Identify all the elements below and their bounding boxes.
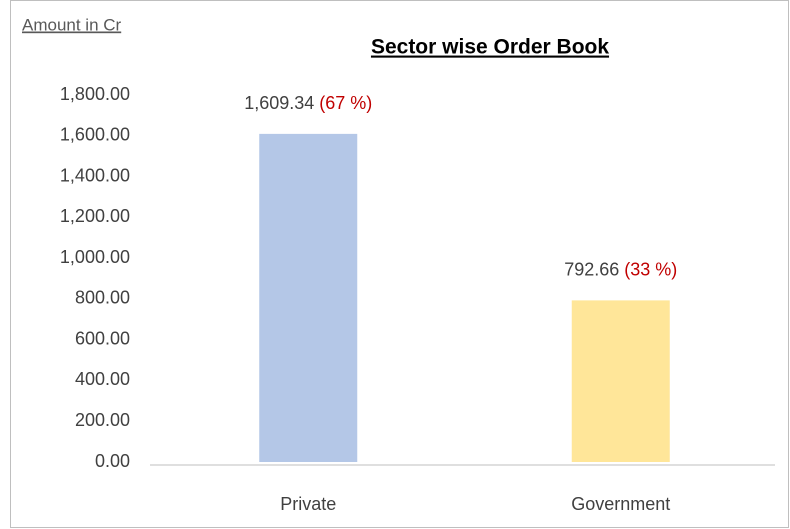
y-tick-label: 0.00	[95, 451, 130, 471]
y-tick-label: 1,400.00	[60, 165, 130, 185]
y-tick-label: 1,200.00	[60, 206, 130, 226]
y-tick-label: 600.00	[75, 328, 130, 348]
bar	[571, 300, 670, 462]
y-axis-label: Amount in Cr	[22, 15, 122, 34]
y-tick-label: 400.00	[75, 369, 130, 389]
y-tick-label: 200.00	[75, 410, 130, 430]
value-label: 1,609.34	[244, 93, 314, 113]
y-tick-label: 1,600.00	[60, 125, 130, 145]
y-tick-label: 1,800.00	[60, 84, 130, 104]
share-label: (67 %)	[319, 93, 372, 113]
x-tick-label: Private	[280, 494, 336, 514]
value-label: 792.66	[564, 259, 619, 279]
data-label: 1,609.34 (67 %)	[244, 93, 372, 113]
bar	[259, 133, 358, 462]
x-tick-label: Government	[571, 494, 670, 514]
y-tick-label: 1,000.00	[60, 247, 130, 267]
data-label: 792.66 (33 %)	[564, 259, 677, 279]
y-tick-label: 800.00	[75, 288, 130, 308]
share-label: (33 %)	[624, 259, 677, 279]
chart-title: Sector wise Order Book	[371, 36, 609, 59]
